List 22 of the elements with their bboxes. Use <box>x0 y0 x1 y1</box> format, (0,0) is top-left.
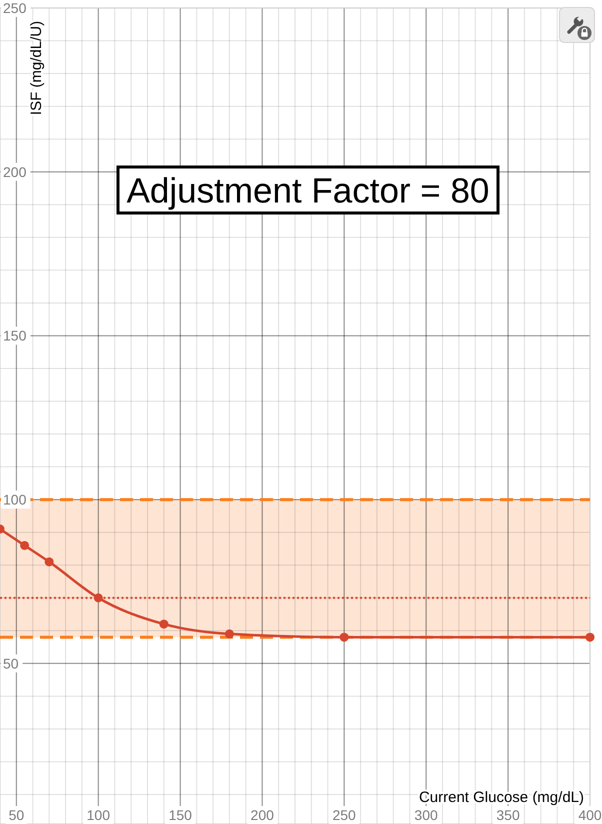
x-axis-title: Current Glucose (mg/dL) <box>418 789 584 806</box>
annotation: Adjustment Factor = 80 <box>126 172 490 211</box>
point <box>340 632 349 642</box>
point <box>224 629 234 638</box>
y-tick-label: 50 <box>3 655 19 672</box>
point <box>20 540 30 550</box>
x-tick-label: 300 <box>414 807 438 823</box>
y-tick-label: 100 <box>3 491 27 508</box>
y-tick-label: 200 <box>3 164 27 180</box>
x-tick-label: 150 <box>168 807 192 823</box>
point <box>586 632 594 642</box>
x-tick-label: 400 <box>578 807 602 823</box>
point <box>44 557 54 566</box>
x-tick-label: 250 <box>332 807 356 823</box>
y-tick-label: 150 <box>3 328 27 344</box>
x-tick-label: 200 <box>250 807 274 823</box>
y-axis-title: ISF (mg/dL/U) <box>28 20 45 116</box>
x-tick-label: 350 <box>496 807 520 823</box>
y-tick-label: 250 <box>3 0 27 16</box>
point <box>159 620 168 629</box>
x-tick-label: 100 <box>86 807 110 823</box>
point <box>94 593 103 602</box>
